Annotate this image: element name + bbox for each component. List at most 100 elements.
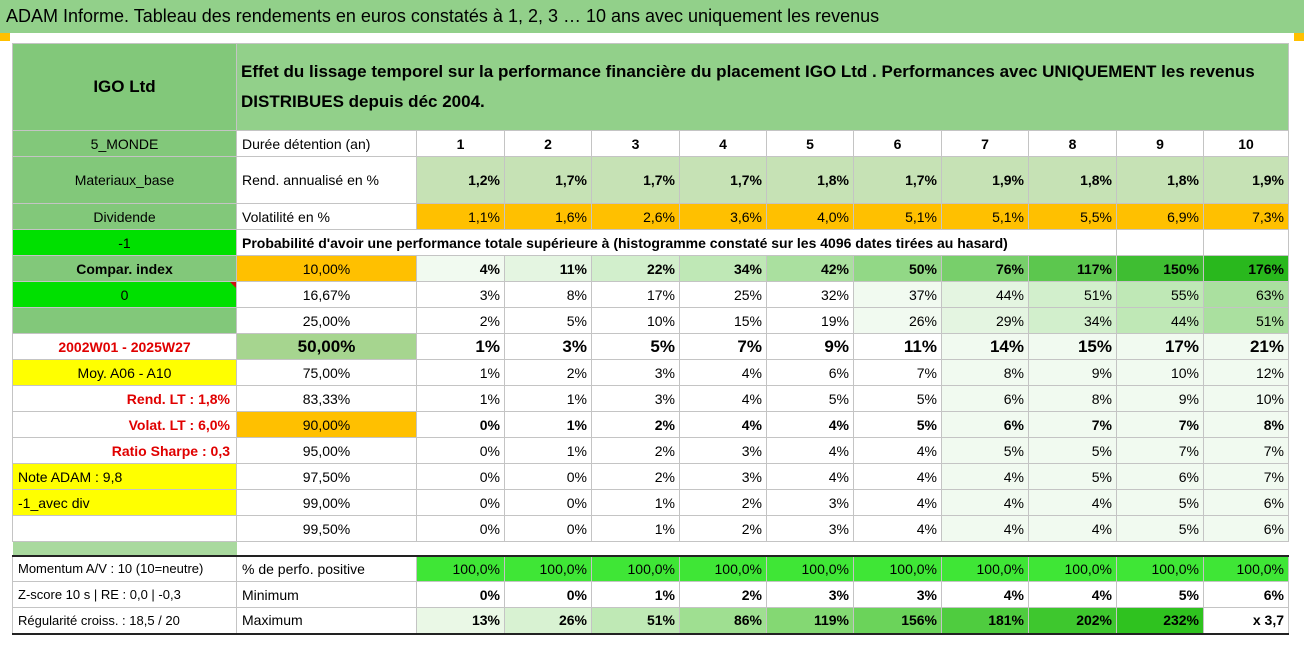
probability-cell: 4%	[766, 411, 854, 438]
probability-threshold: 97,50%	[236, 463, 417, 490]
probability-cell: 6%	[941, 385, 1029, 412]
probability-threshold: 99,50%	[236, 515, 417, 542]
probability-cell: 5%	[853, 385, 942, 412]
probability-threshold: 75,00%	[236, 359, 417, 386]
min-cell: 3%	[853, 581, 942, 608]
left-volat-lt: Volat. LT : 6,0%	[12, 411, 237, 438]
min-cell: 4%	[1028, 581, 1117, 608]
probability-cell: 7%	[1203, 437, 1289, 464]
probability-cell: 7%	[853, 359, 942, 386]
probability-cell: 7%	[1116, 437, 1204, 464]
probability-cell: 0%	[504, 489, 592, 516]
probability-cell: 8%	[504, 281, 592, 308]
returns-table: IGO Ltd Effet du lissage temporel sur la…	[12, 43, 1289, 635]
vol-cell: 3,6%	[679, 203, 767, 230]
max-cell: 86%	[679, 607, 767, 635]
left-rend-lt: Rend. LT : 1,8%	[12, 385, 237, 412]
probability-cell: 4%	[941, 463, 1029, 490]
probability-cell: 2%	[504, 359, 592, 386]
probability-cell: 5%	[1116, 515, 1204, 542]
probability-cell: 150%	[1116, 255, 1204, 282]
probability-cell: 63%	[1203, 281, 1289, 308]
probability-cell: 0%	[416, 463, 505, 490]
left-spacer	[12, 515, 237, 542]
rend-cell: 1,7%	[591, 156, 680, 204]
rend-cell: 1,7%	[679, 156, 767, 204]
max-cell: 156%	[853, 607, 942, 635]
vol-cell: 1,6%	[504, 203, 592, 230]
probability-cell: 0%	[416, 437, 505, 464]
probability-cell: 2%	[679, 515, 767, 542]
probability-cell: 4%	[941, 489, 1029, 516]
report-title: ADAM Informe. Tableau des rendements en …	[0, 0, 1304, 33]
vol-label: Volatilité en %	[236, 203, 417, 230]
probability-cell: 4%	[853, 489, 942, 516]
probability-cell: 1%	[504, 411, 592, 438]
probability-cell: 44%	[941, 281, 1029, 308]
probability-cell: 29%	[941, 307, 1029, 334]
positive-perf-cell: 100,0%	[1116, 554, 1204, 582]
probability-cell: 0%	[504, 515, 592, 542]
probability-cell: 5%	[853, 411, 942, 438]
probability-cell: 3%	[766, 489, 854, 516]
vol-cell: 4,0%	[766, 203, 854, 230]
year-header: 6	[853, 130, 942, 157]
left-moy-label: Moy. A06 - A10	[12, 359, 237, 386]
year-header: 5	[766, 130, 854, 157]
probability-cell: 9%	[1116, 385, 1204, 412]
zone-label: 5_MONDE	[12, 130, 237, 157]
max-cell: 26%	[504, 607, 592, 635]
probability-cell: 3%	[591, 385, 680, 412]
probability-threshold: 90,00%	[236, 411, 417, 438]
rend-cell: 1,8%	[1116, 156, 1204, 204]
probability-cell: 19%	[766, 307, 854, 334]
positive-perf-cell: 100,0%	[416, 554, 505, 582]
probability-cell: 3%	[591, 359, 680, 386]
probability-cell: 3%	[416, 281, 505, 308]
category-label: Dividende	[12, 203, 237, 230]
probability-cell: 76%	[941, 255, 1029, 282]
probability-cell: 4%	[853, 437, 942, 464]
probability-threshold: 10,00%	[236, 255, 417, 282]
positive-perf-cell: 100,0%	[504, 554, 592, 582]
probability-cell: 37%	[853, 281, 942, 308]
left-variant: -1_avec div	[12, 489, 237, 516]
probability-cell: 2%	[679, 489, 767, 516]
min-cell: 5%	[1116, 581, 1204, 608]
probability-cell: 2%	[591, 411, 680, 438]
probability-cell: 42%	[766, 255, 854, 282]
year-header: 7	[941, 130, 1029, 157]
probability-cell: 11%	[504, 255, 592, 282]
positive-perf-cell: 100,0%	[941, 554, 1029, 582]
probability-cell: 1%	[416, 385, 505, 412]
probability-cell: 2%	[591, 437, 680, 464]
probability-cell: 4%	[853, 463, 942, 490]
probability-cell: 15%	[1028, 333, 1117, 360]
positive-perf-cell: 100,0%	[591, 554, 680, 582]
probability-cell: 8%	[941, 359, 1029, 386]
probability-cell: 21%	[1203, 333, 1289, 360]
regularite-label: Régularité croiss. : 18,5 / 20	[12, 607, 237, 635]
probability-cell: 4%	[416, 255, 505, 282]
year-header: 8	[1028, 130, 1117, 157]
left-period: 2002W01 - 2025W27	[12, 333, 237, 360]
year-header: 3	[591, 130, 680, 157]
left-note-adam: Note ADAM : 9,8	[12, 463, 237, 490]
year-header: 2	[504, 130, 592, 157]
max-cell: 51%	[591, 607, 680, 635]
positive-perf-cell: 100,0%	[853, 554, 942, 582]
probability-cell: 117%	[1028, 255, 1117, 282]
max-cell: x 3,7	[1203, 607, 1289, 635]
probability-threshold: 95,00%	[236, 437, 417, 464]
probability-cell: 11%	[853, 333, 942, 360]
probability-cell: 5%	[591, 333, 680, 360]
year-header: 10	[1203, 130, 1289, 157]
probability-cell: 5%	[766, 385, 854, 412]
probability-cell: 17%	[1116, 333, 1204, 360]
rend-cell: 1,2%	[416, 156, 505, 204]
probability-cell: 10%	[591, 307, 680, 334]
probability-cell: 22%	[591, 255, 680, 282]
max-cell: 232%	[1116, 607, 1204, 635]
zscore-label: Z-score 10 s | RE : 0,0 | -0,3	[12, 581, 237, 608]
vol-cell: 1,1%	[416, 203, 505, 230]
